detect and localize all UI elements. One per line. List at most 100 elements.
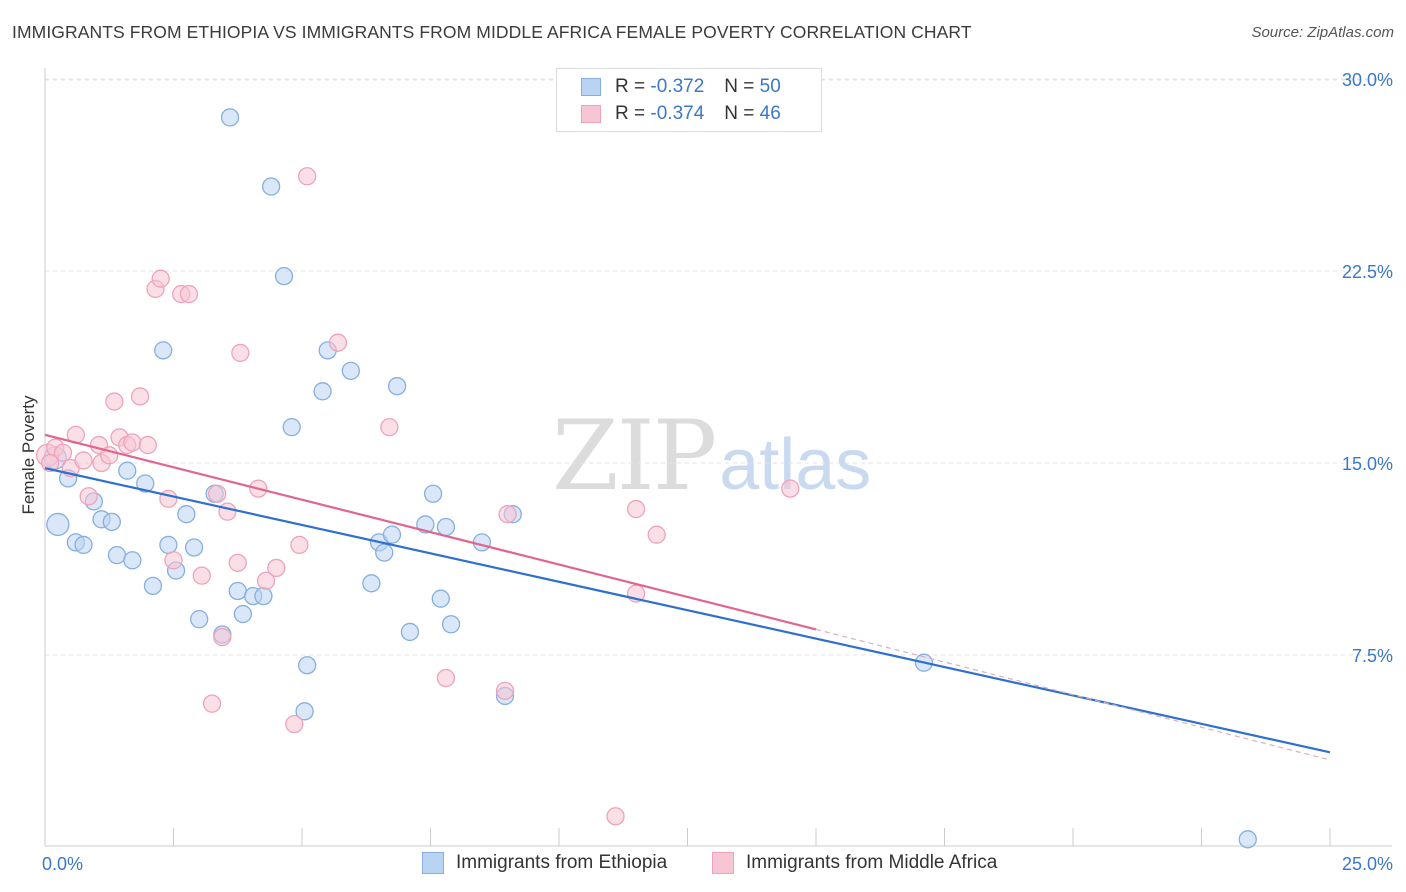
ethiopia-point — [313, 382, 332, 401]
series-legend-label: Immigrants from Middle Africa — [746, 852, 998, 873]
y-tick-label: 7.5% — [1352, 646, 1393, 666]
ethiopia-point — [423, 484, 443, 503]
middle-africa-point — [231, 343, 250, 363]
y-tick-label: 22.5% — [1342, 262, 1393, 282]
middle-africa-point — [498, 505, 517, 524]
x-tick-label: 25.0% — [1342, 854, 1393, 874]
grid-layer — [45, 78, 1392, 656]
series-legend-label: Immigrants from Ethiopia — [456, 852, 668, 873]
legend-r-value: -0.374 — [650, 103, 705, 124]
legend-n-value: 50 — [759, 76, 781, 97]
correlation-legend: R = -0.372 N = 50 R = -0.374 N = 46 — [556, 68, 822, 132]
series-swatch-blue — [422, 852, 444, 874]
middle-africa-point — [228, 553, 247, 572]
ethiopia-point — [123, 551, 142, 570]
ethiopia-point — [159, 535, 178, 555]
middle-africa-point — [202, 694, 222, 713]
y-tick-label: 30.0% — [1342, 70, 1393, 90]
ethiopia-point — [102, 512, 121, 532]
middle-africa-point — [130, 387, 150, 406]
middle-africa-trend-line — [44, 433, 817, 631]
middle-africa-point — [267, 558, 286, 578]
middle-africa-point — [495, 681, 515, 700]
chart-title: IMMIGRANTS FROM ETHIOPIA VS IMMIGRANTS F… — [12, 22, 972, 42]
series-legend: Immigrants from Ethiopia Immigrants from… — [0, 852, 1406, 878]
middle-africa-point — [74, 451, 93, 470]
ethiopia-point — [274, 266, 294, 286]
source-credit: Source: ZipAtlas.com — [1251, 24, 1394, 41]
ethiopia-point — [400, 622, 420, 642]
middle-africa-point — [285, 714, 304, 734]
ethiopia-point — [74, 535, 93, 555]
middle-africa-point — [328, 333, 348, 352]
ethiopia-point — [441, 615, 461, 634]
middle-africa-point — [79, 487, 98, 506]
legend-row-middle-africa: R = -0.374 N = 46 — [581, 102, 781, 126]
legend-swatch-pink — [581, 105, 601, 123]
ethiopia-point — [297, 656, 317, 675]
ethiopia-point — [387, 377, 407, 396]
x-tick-label: 0.0% — [42, 854, 83, 874]
tick-label-layer: 7.5% 15.0% 22.5% 30.0% 0.0% 25.0% — [42, 70, 1393, 874]
ethiopia-point — [362, 574, 381, 593]
middle-africa-point — [159, 489, 178, 508]
legend-r-label: R = — [615, 103, 646, 124]
legend-row-ethiopia: R = -0.372 N = 50 — [581, 75, 781, 99]
legend-n-label: N = — [724, 103, 755, 124]
middle-africa-point — [123, 433, 142, 452]
middle-africa-point — [626, 499, 646, 519]
legend-r-label: R = — [615, 76, 646, 97]
ethiopia-point — [143, 576, 163, 596]
trend-layer — [44, 433, 1331, 761]
middle-africa-point — [218, 502, 237, 521]
ethiopia-point — [118, 461, 137, 480]
middle-africa-point — [164, 551, 183, 570]
watermark: ZIPatlas — [552, 400, 871, 512]
ethiopia-point — [1238, 830, 1257, 849]
ethiopia-point — [375, 543, 394, 562]
ethiopia-point — [177, 505, 196, 524]
ethiopia-point — [46, 512, 70, 537]
middle-africa-point — [290, 535, 309, 555]
legend-swatch-blue — [581, 78, 601, 96]
ethiopia-point — [190, 610, 209, 629]
ethiopia-point — [436, 517, 456, 537]
ethiopia-point — [282, 418, 301, 437]
ethiopia-point — [431, 589, 450, 608]
ethiopia-point — [262, 177, 281, 196]
series-legend-middle-africa[interactable]: Immigrants from Middle Africa — [712, 852, 997, 874]
middle-africa-point — [436, 668, 456, 688]
ethiopia-trend-line — [44, 467, 1331, 754]
middle-africa-point — [647, 525, 666, 544]
middle-africa-point — [781, 479, 800, 498]
middle-africa-point — [179, 284, 199, 304]
ethiopia-point — [136, 474, 155, 493]
legend-n-value: 46 — [759, 103, 781, 124]
middle-africa-point — [380, 418, 399, 437]
middle-africa-point — [256, 571, 276, 590]
series-swatch-pink — [712, 852, 734, 874]
middle-africa-point — [192, 566, 211, 585]
legend-r-value: -0.372 — [650, 76, 705, 97]
middle-africa-point — [213, 627, 232, 647]
ethiopia-point — [254, 586, 273, 606]
middle-africa-trend-extension — [815, 628, 1331, 761]
ethiopia-point — [220, 108, 240, 127]
y-tick-label: 15.0% — [1342, 454, 1393, 474]
middle-africa-point — [105, 392, 124, 411]
ethiopia-point — [295, 702, 314, 721]
middle-africa-point — [208, 484, 227, 503]
ethiopia-point — [382, 525, 402, 544]
axis-layer — [44, 68, 1392, 847]
middle-africa-point — [151, 269, 170, 288]
ethiopia-point — [228, 581, 247, 601]
ethiopia-point — [472, 533, 492, 552]
ethiopia-point — [154, 341, 173, 360]
ethiopia-point — [341, 361, 360, 380]
middle-africa-point — [297, 167, 317, 186]
series-legend-ethiopia[interactable]: Immigrants from Ethiopia — [422, 852, 667, 874]
middle-africa-point — [138, 435, 157, 455]
ethiopia-point — [107, 546, 127, 565]
ethiopia-point — [233, 604, 253, 624]
